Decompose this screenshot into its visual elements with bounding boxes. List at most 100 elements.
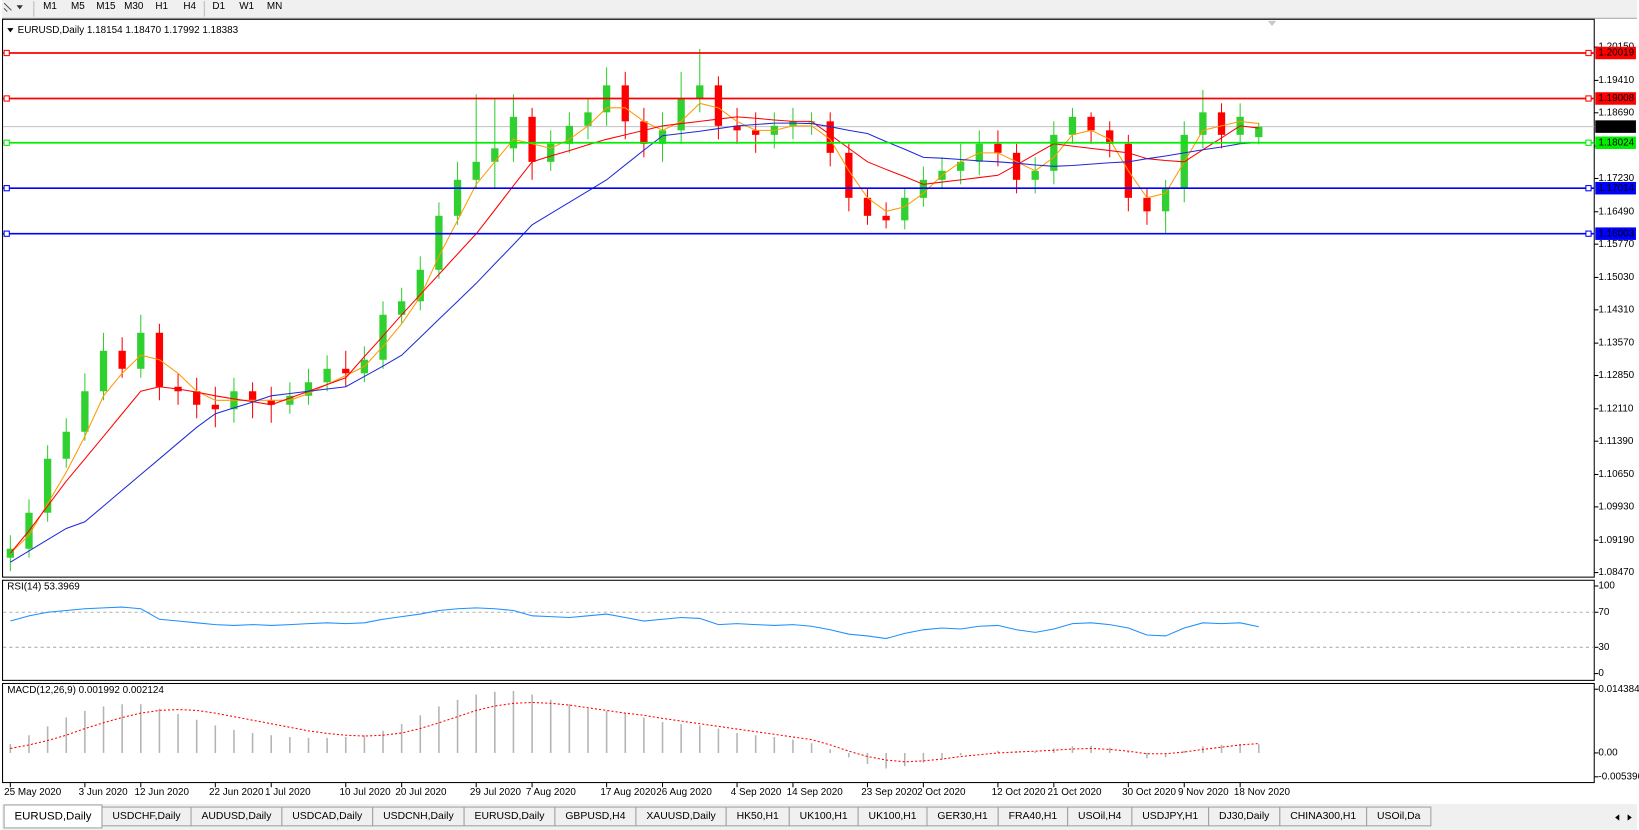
tab-label[interactable]: UK100,H1 [800, 811, 848, 822]
tab-label[interactable]: FRA40,H1 [1009, 811, 1058, 822]
tab[interactable]: AUDUSD,Daily [190, 806, 283, 827]
x-tick-label: 2 Oct 2020 [917, 787, 966, 798]
tab-label[interactable]: HK50,H1 [737, 811, 779, 822]
y-tick-label: 0 [1598, 668, 1604, 679]
tab[interactable]: XAUUSD,Daily [635, 806, 727, 827]
candle-body [863, 197, 872, 216]
rsi-line [10, 606, 1259, 640]
tab-label[interactable]: AUDUSD,Daily [201, 811, 272, 822]
price-pane [2, 18, 1595, 578]
candle-body [416, 269, 424, 302]
level-handle[interactable] [3, 49, 10, 57]
toolbar-icon[interactable] [3, 2, 12, 12]
y-tick-label: 1.17230 [1598, 173, 1634, 184]
tab-label[interactable]: UK100,H1 [869, 811, 917, 822]
x-tick-label: 7 Aug 2020 [526, 787, 577, 798]
chart-title: EURUSD,Daily 1.18154 1.18470 1.17992 1.1… [18, 25, 239, 36]
candle-body [193, 391, 201, 405]
current-price-box [1595, 120, 1636, 133]
tab-label[interactable]: USDCNH,Daily [383, 811, 454, 822]
y-tick-label: 0.00 [1598, 748, 1618, 759]
x-tick-label: 22 Jun 2020 [209, 787, 264, 798]
candle-body [528, 116, 536, 162]
tab[interactable]: DJ30,Daily [1208, 806, 1281, 827]
tab[interactable]: UK100,H1 [788, 806, 859, 827]
timeframe-button[interactable]: M15 [96, 1, 116, 12]
level-label-box [1595, 46, 1636, 60]
timeframe-button[interactable]: M5 [71, 1, 85, 12]
candle-body [248, 391, 257, 401]
tab-label[interactable]: USDCHF,Daily [112, 811, 181, 822]
level-handle[interactable] [1585, 139, 1592, 146]
toolbar [2, 0, 1637, 18]
x-tick-label: 21 Oct 2020 [1048, 787, 1102, 798]
x-tick-label: 4 Sep 2020 [731, 787, 782, 798]
tab[interactable]: USOil,H4 [1067, 806, 1133, 827]
level-label: 1.20019 [1598, 48, 1634, 59]
tab[interactable]: FRA40,H1 [997, 806, 1069, 827]
candle-body [435, 215, 443, 270]
level-label: 1.18024 [1598, 137, 1634, 148]
tab-label[interactable]: DJ30,Daily [1219, 811, 1270, 822]
tab-label[interactable]: GBPUSD,H4 [565, 811, 625, 822]
tab-label[interactable]: USDJPY,H1 [1142, 811, 1198, 822]
y-tick-label: 1.09930 [1598, 501, 1634, 512]
candle-body [137, 332, 145, 369]
candle-body [118, 350, 126, 369]
x-tick-label: 9 Nov 2020 [1178, 787, 1229, 798]
tab[interactable]: UK100,H1 [857, 806, 928, 827]
candle-body [323, 368, 331, 383]
tab[interactable]: EURUSD,Daily [3, 804, 103, 829]
tab-label[interactable]: CHINA300,H1 [1290, 811, 1356, 822]
level-label-box [1595, 92, 1636, 105]
timeframe-button[interactable]: M30 [124, 1, 144, 12]
tab[interactable]: GER30,H1 [926, 806, 999, 827]
level-handle[interactable] [3, 185, 10, 192]
tab[interactable]: USOil,Da [1366, 806, 1432, 827]
candle-body [304, 382, 313, 396]
timeframe-button[interactable]: W1 [239, 1, 254, 12]
candle-body [1199, 112, 1207, 135]
tab[interactable]: USDCNH,Daily [372, 806, 465, 827]
tab[interactable]: USDCAD,Daily [281, 806, 374, 827]
tab[interactable]: CHINA300,H1 [1279, 806, 1368, 827]
moving-average [10, 122, 1259, 563]
shift-marker[interactable] [1267, 20, 1277, 27]
tab-label[interactable]: USDCAD,Daily [292, 811, 363, 822]
level-handle[interactable] [3, 95, 10, 102]
macd-pane [2, 682, 1595, 784]
title-arrow[interactable] [7, 28, 14, 33]
y-tick-label: 1.12850 [1598, 370, 1634, 381]
timeframe-button[interactable]: D1 [212, 1, 225, 12]
x-tick-label: 23 Sep 2020 [861, 787, 918, 798]
level-handle[interactable] [1585, 95, 1592, 102]
timeframe-button[interactable]: MN [267, 1, 282, 12]
tab-label[interactable]: XAUUSD,Daily [646, 811, 716, 822]
candle-body [696, 85, 704, 99]
y-tick-label: 1.19410 [1598, 75, 1634, 86]
tab[interactable]: EURUSD,Daily [463, 806, 556, 827]
level-handle[interactable] [3, 139, 10, 146]
tab-background[interactable] [1366, 806, 1432, 827]
tab-label[interactable]: GER30,H1 [937, 811, 988, 822]
tab-scroll[interactable] [1615, 814, 1632, 821]
tab-label[interactable]: USOil,H4 [1078, 811, 1122, 822]
candle-body [491, 148, 499, 162]
tab-label[interactable]: EURUSD,Daily [15, 810, 92, 822]
tab[interactable]: HK50,H1 [725, 806, 790, 827]
x-tick-label: 25 May 2020 [4, 787, 62, 798]
timeframe-button[interactable]: H4 [183, 1, 196, 12]
tab-label[interactable]: EURUSD,Daily [475, 811, 546, 822]
level-handle[interactable] [3, 230, 10, 237]
tab[interactable]: USDCHF,Daily [101, 806, 192, 827]
level-handle[interactable] [1585, 185, 1592, 192]
candle-body [1031, 170, 1039, 180]
level-handle[interactable] [1585, 230, 1592, 237]
toolbar-dropdown[interactable] [16, 5, 23, 10]
tab-label[interactable]: USOil,Da [1377, 811, 1421, 822]
level-handle[interactable] [1585, 49, 1592, 57]
tab[interactable]: USDJPY,H1 [1131, 806, 1210, 827]
timeframe-button[interactable]: M1 [43, 1, 57, 12]
tab[interactable]: GBPUSD,H4 [554, 806, 637, 827]
timeframe-button[interactable]: H1 [155, 1, 168, 12]
